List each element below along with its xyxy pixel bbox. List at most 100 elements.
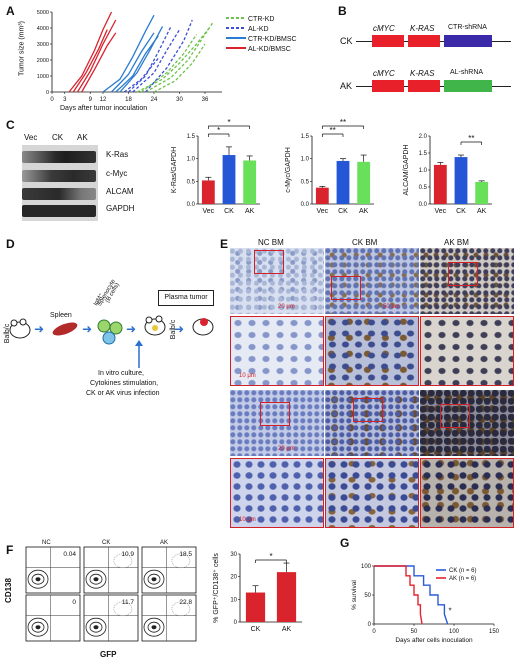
legend-label: AK (n = 6) xyxy=(449,576,476,582)
construct-ak-gene1 xyxy=(372,80,404,92)
construct-ak-gene1-text: cMYC xyxy=(373,69,395,78)
construct-ak-shrna xyxy=(444,80,492,92)
construct-ck-gene1 xyxy=(372,35,404,47)
ihc-nc-high-1: 10 μm xyxy=(230,316,324,386)
western-blot: Vec CK AK K-Ras c-Myc ALCAM GAPDH xyxy=(22,133,162,223)
bar-ak xyxy=(475,181,489,204)
workflow-note-2: Cytokines stimulation, xyxy=(90,380,159,387)
x-tick-label: 30 xyxy=(176,97,183,103)
survival-curve-ck xyxy=(374,565,449,625)
mouse-icon xyxy=(9,318,31,339)
significance-star: ** xyxy=(330,126,336,135)
survival-chart: 0 50 100 0 50 100 150 % survival Days after cell… xyxy=(351,564,500,644)
flow-col-nc: NC xyxy=(42,540,51,546)
x-tick-label: 12 xyxy=(100,97,107,103)
tumor-growth-chart: 0 1000 2000 3000 4000 5000 0 3 9 12 18 24 30 36 xyxy=(37,10,222,103)
blot-row-gapdh: GAPDH xyxy=(106,204,135,213)
significance-star: * xyxy=(448,607,451,616)
blot-row-alcam: ALCAM xyxy=(106,187,134,196)
legend-ctr-kd-bmsc: CTR-KD/BMSC xyxy=(248,36,297,43)
bar-ak xyxy=(276,572,297,622)
growth-curve-ctr-kd xyxy=(136,27,210,93)
flow-plot xyxy=(141,546,197,594)
flow-col-ck: CK xyxy=(102,540,111,546)
density-contour xyxy=(31,573,45,585)
workflow-diagram: Balb/c ➜ Spleen ➜ IgM⁺ Splenocyte (B cel… xyxy=(4,250,224,420)
x-tick-label: 50 xyxy=(411,629,418,635)
bar-ck xyxy=(336,160,350,204)
bar-vec xyxy=(201,180,215,204)
y-tick-label: 5000 xyxy=(37,10,49,16)
x-tick-label: CK xyxy=(251,626,261,633)
density-core xyxy=(93,577,99,582)
ihc-col-nc: NC BM xyxy=(258,238,284,247)
quadrant-percent: 10.9 xyxy=(121,551,134,558)
scale-bar-label: 10 μm xyxy=(239,517,256,523)
significance-star: * xyxy=(227,118,230,127)
growth-curve-ctr-kd xyxy=(153,43,206,93)
growth-curve-al-kd-bmsc xyxy=(68,11,113,93)
significance-star: ** xyxy=(468,134,474,143)
legend-label: CK (n = 6) xyxy=(449,568,477,574)
y-tick-label: 1.0 xyxy=(419,168,428,174)
ihc-ck-low-2 xyxy=(325,390,419,456)
x-tick-label: AK xyxy=(359,208,369,215)
y-tick-label: 100 xyxy=(361,564,372,570)
y-axis-label: % GFP⁺/CD138⁺ cells xyxy=(213,553,220,623)
flow-xlabel: GFP xyxy=(100,650,117,659)
y-tick-label: 0.0 xyxy=(187,202,196,208)
arrow-icon: ➜ xyxy=(34,322,45,336)
x-tick-label: AK xyxy=(282,626,292,633)
blot-col-ck: CK xyxy=(52,133,64,142)
density-contour xyxy=(113,553,133,569)
y-tick-label: 0.5 xyxy=(301,179,310,185)
legend-al-kd: AL-KD xyxy=(248,26,269,33)
density-contour xyxy=(85,617,107,637)
growth-curve-ctr-kd-bmsc xyxy=(111,32,155,93)
quadrant-percent: 11.7 xyxy=(122,599,135,606)
ihc-ak-high-1 xyxy=(420,316,514,386)
y-axis-label: % survival xyxy=(351,580,358,610)
flow-plot xyxy=(25,594,81,642)
panel-f-label: F xyxy=(6,543,14,557)
ihc-ak-high-2 xyxy=(420,458,514,528)
construct-diagram: CK cMYC K-RAS CTR-shRNA AK cMYC K-RAS AL… xyxy=(340,18,515,108)
flow-cytometry-grid: 0.04 10.9 18.5 0 11.7 22.8 xyxy=(25,546,197,642)
growth-curve-al-kd xyxy=(128,26,172,93)
x-tick-label: 0 xyxy=(372,629,376,635)
density-core xyxy=(151,625,157,630)
y-tick-label: 20 xyxy=(230,575,237,581)
x-tick-label: Vec xyxy=(434,208,446,215)
significance-star: * xyxy=(217,126,220,135)
x-tick-label: CK xyxy=(456,208,466,215)
x-axis-label: Days after cells inoculation xyxy=(395,637,473,644)
x-tick-label: 36 xyxy=(202,97,209,103)
alcam-bar-chart: 0.0 0.5 1.0 1.5 2.0 ALCAM/GAPDH Vec CK AK ** xyxy=(403,134,492,215)
y-tick-label: 10 xyxy=(230,597,237,603)
bar-vec xyxy=(315,187,329,204)
panel-a-label: A xyxy=(6,4,15,18)
density-contour xyxy=(171,601,191,617)
growth-curve-ctr-kd-bmsc xyxy=(102,14,155,93)
panel-b-label: B xyxy=(338,4,347,18)
flow-ylabel: CD138 xyxy=(3,578,13,603)
bar-vec xyxy=(433,164,447,204)
x-tick-label: 18 xyxy=(125,97,132,103)
density-contour xyxy=(143,569,165,589)
construct-ak-gene2 xyxy=(408,80,440,92)
mouse1-label: Balb/c xyxy=(4,323,12,344)
x-tick-label: Vec xyxy=(202,208,214,215)
y-tick-label: 3000 xyxy=(37,42,49,48)
x-tick-label: 150 xyxy=(489,629,500,635)
y-axis-label: c-Myc/GAPDH xyxy=(285,147,292,193)
panel-d-label: D xyxy=(6,237,15,251)
y-tick-label: 4000 xyxy=(37,26,49,32)
spleen-label: Spleen xyxy=(50,312,72,319)
growth-curve-ctr-kd xyxy=(140,34,198,93)
scale-bar-label: 20 μm xyxy=(278,304,295,310)
x-tick-label: 3 xyxy=(63,97,67,103)
y-tick-label: 1000 xyxy=(37,74,49,80)
scale-bar-label: 10 μm xyxy=(239,373,256,379)
construct-ck-gene1-text: cMYC xyxy=(373,24,395,33)
y-tick-label: 0.0 xyxy=(419,202,428,208)
